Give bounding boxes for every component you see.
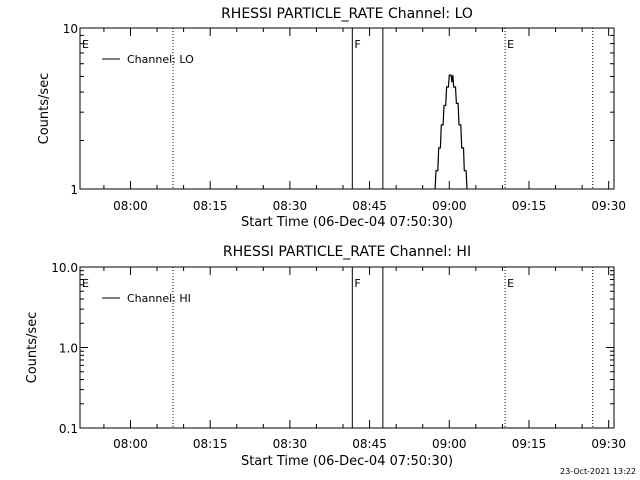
y-tick-label: 10.0 [51, 261, 78, 275]
chart-panel-1: RHESSI PARTICLE_RATE Channel: LO 08:00 08:… [37, 6, 626, 230]
y-axis-label: Counts/sec [37, 73, 52, 145]
x-tick-label: 08:15 [193, 437, 228, 451]
y-tick-label: 1.0 [59, 342, 78, 356]
x-tick-label: 09:15 [512, 437, 547, 451]
x-tick-label: 08:30 [273, 437, 308, 451]
marker-label: E [507, 38, 514, 51]
x-tick-label: 08:00 [113, 437, 148, 451]
x-tick-label: 08:45 [352, 437, 387, 451]
x-tick-label: 08:30 [273, 199, 308, 213]
marker-label: F [354, 38, 360, 51]
x-tick-label: 09:00 [432, 437, 467, 451]
series-line-1 [434, 74, 468, 190]
marker-label: E [507, 277, 514, 290]
chart-legend: Channel: HI [102, 292, 191, 305]
x-tick-label: 09:15 [512, 199, 547, 213]
x-axis-label: Start Time (06-Dec-04 07:50:30) [241, 454, 453, 469]
x-tick-label: 08:45 [352, 199, 387, 213]
y-axis-label: Counts/sec [25, 312, 40, 384]
chart-legend: Channel: LO [102, 53, 194, 66]
x-tick-label: 08:00 [113, 199, 148, 213]
y-tick-label: 1 [70, 183, 78, 197]
marker-label: F [354, 277, 360, 290]
plot-frame [79, 27, 615, 190]
x-tick-label: 09:30 [591, 199, 626, 213]
x-axis-label: Start Time (06-Dec-04 07:50:30) [241, 215, 453, 230]
legend-label: Channel: LO [127, 53, 194, 66]
x-tick-label: 08:15 [193, 199, 228, 213]
marker-label: E [82, 277, 89, 290]
chart-panel-2: RHESSI PARTICLE_RATE Channel: HI 08:00 08:… [25, 244, 626, 469]
y-tick-label: 10 [63, 22, 78, 36]
legend-label: Channel: HI [127, 292, 191, 305]
chart-title: RHESSI PARTICLE_RATE Channel: LO [221, 6, 473, 22]
x-tick-label: 09:00 [432, 199, 467, 213]
footer-timestamp: 23-Oct-2021 13:22 [560, 467, 636, 476]
x-tick-label: 09:30 [591, 437, 626, 451]
chart-title: RHESSI PARTICLE_RATE Channel: HI [223, 244, 471, 260]
marker-label: E [82, 38, 89, 51]
y-tick-label: 0.1 [59, 422, 78, 436]
